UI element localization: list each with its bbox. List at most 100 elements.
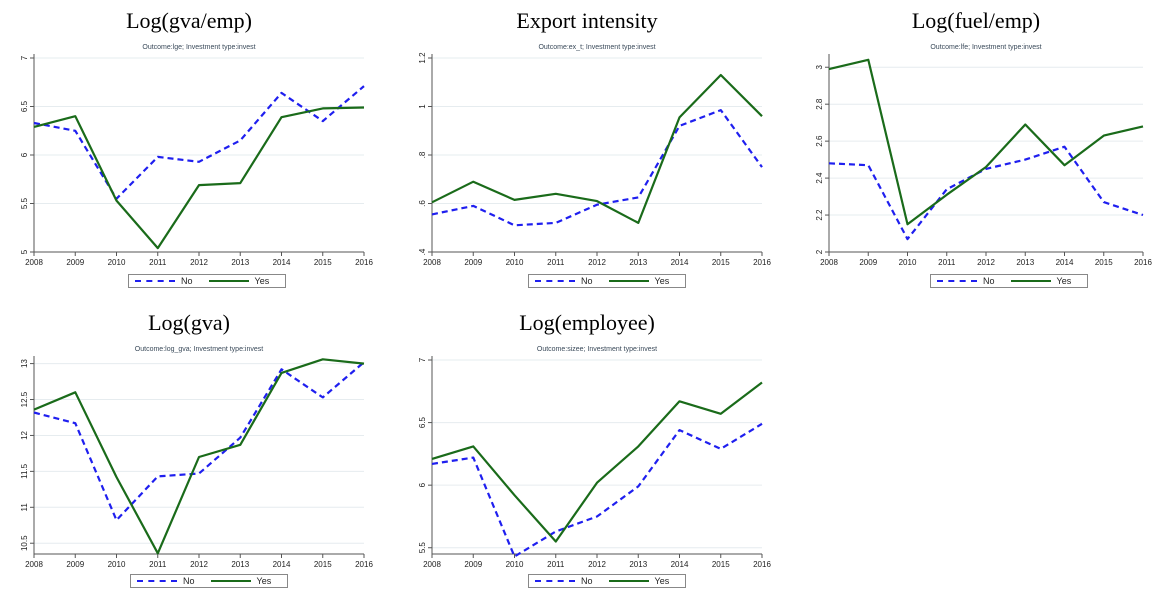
x-tick-label: 2009: [464, 560, 482, 569]
series-line-yes: [828, 58, 1144, 226]
y-tick-label: 7: [20, 55, 29, 60]
x-tick-label: 2013: [629, 258, 647, 267]
x-tick-label: 2016: [355, 258, 373, 267]
x-tick-label: 2014: [273, 560, 291, 569]
x-tick-label: 2013: [231, 560, 249, 569]
x-tick-label: 2012: [190, 560, 208, 569]
x-tick-label: 2009: [66, 258, 84, 267]
y-tick-label: 12: [20, 430, 29, 439]
legend-label-no: No: [181, 276, 193, 286]
y-tick-label: 5: [20, 249, 29, 254]
x-tick-label: 2008: [25, 258, 43, 267]
x-tick-label: 2016: [1134, 258, 1152, 267]
y-tick-label: 1.2: [418, 52, 427, 64]
series-line-no: [33, 361, 365, 522]
x-tick-label: 2013: [231, 258, 249, 267]
y-tick-label: 7: [418, 357, 427, 362]
x-tick-label: 2016: [753, 560, 771, 569]
x-tick-label: 2012: [977, 258, 995, 267]
y-tick-label: 10.5: [20, 535, 29, 551]
y-tick-label: 2.4: [815, 172, 824, 184]
x-tick-label: 2009: [859, 258, 877, 267]
chart-svg-lfe: Outcome:lfe; Investment type:invest 2 2.2 2…: [815, 44, 1152, 267]
chart-subtitle: Outcome:ex_t; Investment type:invest: [538, 44, 655, 51]
chart-legend: No Yes: [130, 574, 289, 588]
x-tick-label: 2010: [108, 560, 126, 569]
legend-swatch-no: [535, 280, 575, 282]
chart-title: Log(employee): [519, 310, 655, 335]
legend-swatch-yes: [208, 280, 249, 282]
y-tick-label: 5.5: [418, 542, 427, 554]
legend-swatch-yes: [210, 580, 251, 582]
y-tick-label: 6.5: [20, 100, 29, 112]
series-line-no: [431, 108, 763, 227]
x-tick-label: 2008: [423, 258, 441, 267]
y-tick-label: 3: [815, 64, 824, 69]
x-tick-label: 2012: [588, 560, 606, 569]
chart-panel-log-gva: Log(gva) Outcome:log_gva; Investment typ…: [0, 310, 378, 591]
x-tick-label: 2011: [547, 258, 565, 267]
legend-label-no: No: [983, 276, 995, 286]
chart-subtitle: Outcome:sizee; Investment type:invest: [537, 346, 657, 353]
chart-panel-lge: Log(gva/emp) Outcome:lge; Investment typ…: [0, 8, 378, 290]
y-tick-label: 5.5: [20, 197, 29, 209]
y-tick-label: 11.5: [20, 463, 29, 479]
y-tick-label: 6: [20, 152, 29, 157]
legend-swatch-yes: [608, 580, 649, 582]
x-tick-label: 2014: [671, 560, 689, 569]
y-tick-label: 2.8: [815, 98, 824, 110]
chart-panel-ex-t: Export intensity Outcome:ex_t; Investmen…: [398, 8, 776, 290]
series-line-yes: [431, 381, 763, 543]
chart-subtitle: Outcome:lfe; Investment type:invest: [930, 44, 1041, 51]
x-tick-label: 2015: [1095, 258, 1113, 267]
chart-title: Log(gva): [148, 310, 230, 335]
series-line-no: [828, 145, 1144, 241]
y-tick-label: .8: [418, 151, 427, 158]
legend-label-yes: Yes: [654, 276, 670, 286]
x-tick-label: 2011: [938, 258, 956, 267]
legend-label-yes: Yes: [256, 576, 272, 586]
legend-label-yes: Yes: [254, 276, 270, 286]
x-tick-label: 2011: [149, 258, 167, 267]
legend-swatch-yes: [608, 280, 649, 282]
chart-svg-sizee: Outcome:sizee; Investment type:invest 5.5…: [418, 346, 771, 569]
y-tick-label: 6.5: [418, 416, 427, 428]
chart-title: Log(gva/emp): [126, 8, 252, 33]
x-tick-label: 2012: [588, 258, 606, 267]
x-tick-label: 2011: [547, 560, 565, 569]
x-tick-label: 2015: [314, 560, 332, 569]
x-tick-label: 2013: [629, 560, 647, 569]
x-tick-label: 2013: [1016, 258, 1034, 267]
chart-legend: No Yes: [528, 574, 687, 588]
legend-label-no: No: [581, 276, 593, 286]
y-tick-label: .6: [418, 200, 427, 207]
legend-swatch-no: [137, 580, 177, 582]
chart-legend: No Yes: [930, 274, 1089, 288]
x-tick-label: 2010: [506, 560, 524, 569]
x-tick-label: 2010: [108, 258, 126, 267]
chart-svg-ex-t: Outcome:ex_t; Investment type:invest .4 .6…: [418, 44, 771, 267]
legend-swatch-no: [937, 280, 977, 282]
chart-subtitle: Outcome:lge; Investment type:invest: [142, 44, 255, 51]
x-tick-label: 2009: [66, 560, 84, 569]
y-tick-label: 12.5: [20, 391, 29, 407]
x-tick-label: 2016: [355, 560, 373, 569]
chart-panel-lfe: Log(fuel/emp) Outcome:lfe; Investment ty…: [795, 8, 1157, 290]
chart-title: Log(fuel/emp): [911, 8, 1041, 33]
x-tick-label: 2016: [753, 258, 771, 267]
x-tick-label: 2014: [1056, 258, 1074, 267]
x-tick-label: 2012: [190, 258, 208, 267]
x-tick-label: 2010: [899, 258, 917, 267]
legend-label-yes: Yes: [654, 576, 670, 586]
legend-swatch-yes: [1010, 280, 1051, 282]
chart-legend: No Yes: [128, 274, 287, 288]
x-tick-label: 2014: [671, 258, 689, 267]
y-tick-label: 11: [20, 503, 29, 512]
x-tick-label: 2008: [820, 258, 838, 267]
legend-label-no: No: [183, 576, 195, 586]
series-line-yes: [33, 106, 365, 250]
x-tick-label: 2009: [464, 258, 482, 267]
y-tick-label: 6: [418, 482, 427, 487]
x-tick-label: 2015: [314, 258, 332, 267]
y-tick-label: 2: [815, 249, 824, 254]
